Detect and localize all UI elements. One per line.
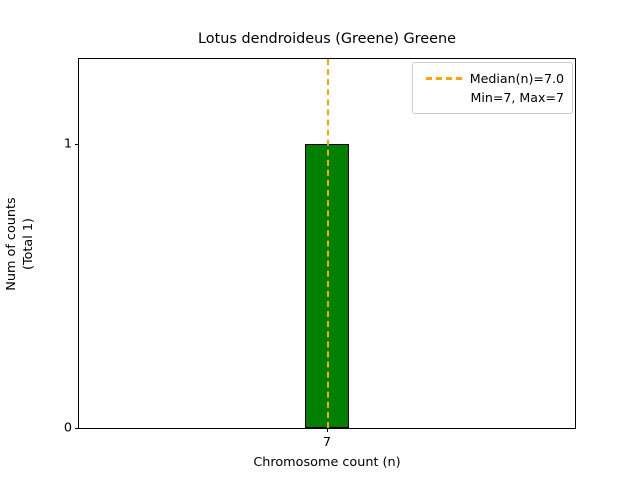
x-tick-label: 7 <box>322 435 332 450</box>
y-axis-label-line1: Num of counts <box>4 196 19 291</box>
y-tick-mark <box>75 144 79 146</box>
chart-legend: Median(n)=7.0 Min=7, Max=7 <box>412 62 573 114</box>
bars-layer <box>79 59 575 428</box>
x-tick-mark <box>327 428 328 432</box>
y-axis-label-line2: (Total 1) <box>21 217 36 270</box>
dashed-line-icon <box>425 77 462 80</box>
bar-7 <box>305 144 349 428</box>
y-axis-label-wrap: Num of counts (Total 1) <box>0 58 40 429</box>
chart-title: Lotus dendroideus (Greene) Greene <box>198 31 456 47</box>
y-tick-label: 1 <box>63 136 72 152</box>
legend-label-median: Median(n)=7.0 <box>469 71 564 86</box>
legend-label-minmax: Min=7, Max=7 <box>470 90 564 105</box>
plot-area: 0 1 7 <box>64 58 576 450</box>
median-line <box>327 59 329 428</box>
legend-entry-median: Median(n)=7.0 <box>421 69 564 88</box>
x-axis-label: Chromosome count (n) <box>253 455 401 470</box>
y-tick-label: 0 <box>63 420 72 436</box>
y-tick-mark <box>75 428 79 429</box>
y-axis-label: Num of counts (Total 1) <box>3 197 37 290</box>
legend-entry-minmax: Min=7, Max=7 <box>421 88 564 107</box>
